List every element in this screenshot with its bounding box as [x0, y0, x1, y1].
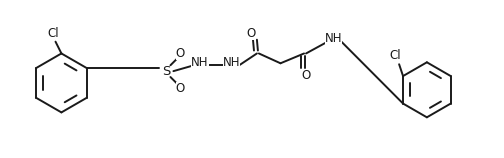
Text: S: S: [162, 65, 171, 78]
Text: O: O: [246, 27, 256, 40]
Text: NH: NH: [325, 32, 342, 45]
Text: Cl: Cl: [48, 27, 59, 40]
Text: Cl: Cl: [390, 49, 401, 62]
Text: O: O: [176, 47, 185, 60]
Text: O: O: [176, 82, 185, 95]
Text: O: O: [301, 69, 310, 82]
Text: NH: NH: [223, 56, 240, 69]
Text: NH: NH: [191, 56, 209, 69]
